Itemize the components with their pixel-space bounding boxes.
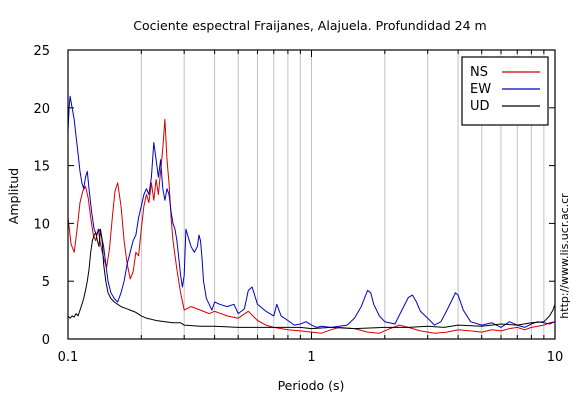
series-line-ew: [67, 95, 556, 328]
grid-lines: [140, 50, 545, 339]
legend-box: [461, 56, 549, 126]
x-tick-label: 0.1: [58, 350, 79, 365]
x-tick-label: 10: [547, 350, 564, 365]
y-tick-label: 25: [33, 44, 50, 59]
x-axis-label: Periodo (s): [278, 378, 345, 393]
chart-title: Cociente espectral Fraijanes, Alajuela. …: [133, 18, 486, 33]
y-tick-label: 15: [33, 160, 50, 175]
x-axis: 0.1 1 10: [58, 50, 564, 365]
y-axis: 0 5 10 15 20 25: [33, 44, 555, 348]
series-line-ud: [67, 228, 556, 330]
x-tick-label: 1: [307, 350, 315, 365]
legend: NS EW UD: [461, 56, 549, 126]
watermark-url: http://www.lis.ucr.ac.cr: [558, 193, 571, 319]
y-axis-label: Amplitud: [6, 168, 21, 224]
y-tick-label: 0: [42, 333, 50, 348]
y-tick-label: 10: [33, 217, 50, 232]
legend-label-ew: EW: [470, 82, 491, 97]
legend-label-ns: NS: [470, 65, 488, 80]
series-lines: [67, 95, 556, 334]
y-tick-label: 5: [42, 275, 50, 290]
legend-label-ud: UD: [470, 99, 490, 114]
y-tick-label: 20: [33, 102, 50, 117]
